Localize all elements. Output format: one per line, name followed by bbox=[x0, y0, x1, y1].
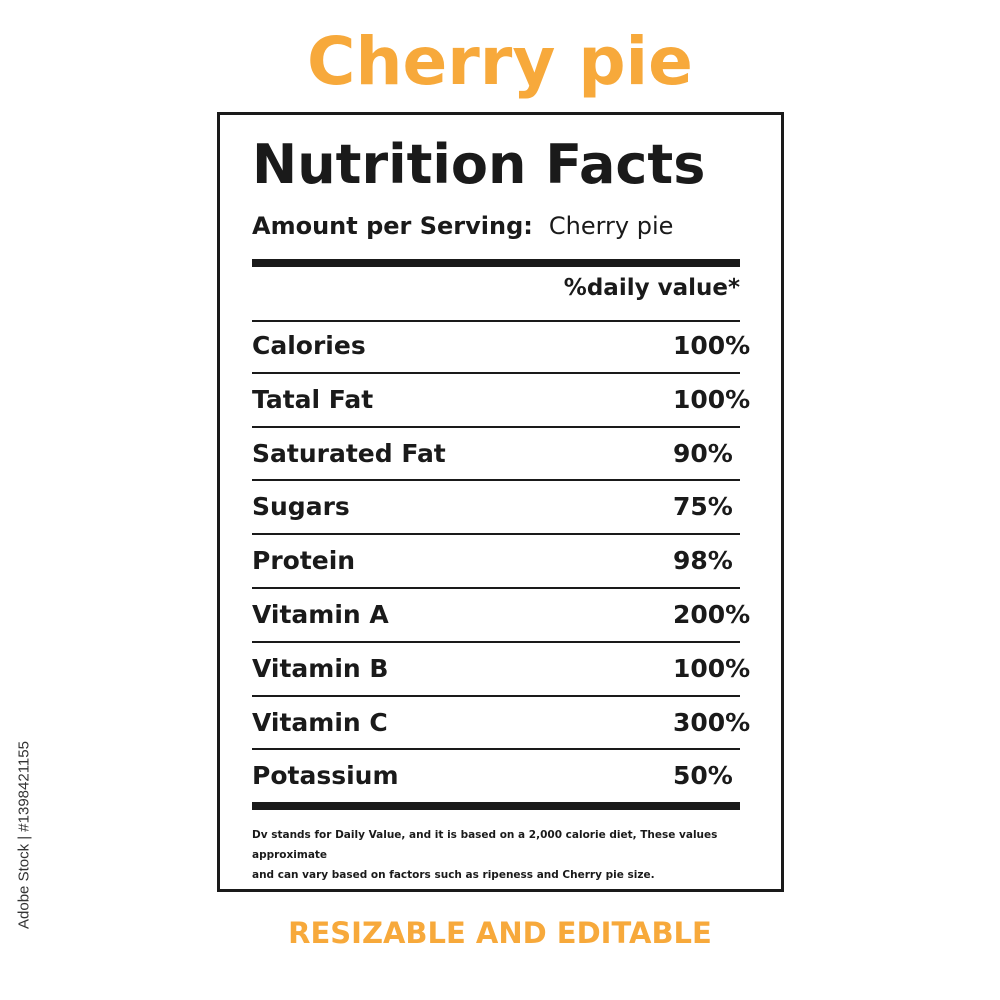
page-title: Cherry pie bbox=[307, 23, 693, 100]
nutrient-value: 50% bbox=[673, 761, 733, 791]
nutrient-name: Potassium bbox=[252, 761, 399, 791]
nutrient-name: Vitamin A bbox=[252, 599, 389, 629]
serving-row: Amount per Serving: Cherry pie bbox=[252, 211, 673, 241]
nutrient-row-calories: Calories 100% bbox=[252, 320, 750, 374]
stock-id-text: Adobe Stock | #1398421155 bbox=[15, 741, 33, 929]
nutrient-name: Protein bbox=[252, 546, 356, 576]
nutrition-facts-heading: Nutrition Facts bbox=[252, 133, 706, 196]
stock-id-watermark: Adobe Stock | #1398421155 bbox=[14, 741, 34, 929]
nutrient-value: 200% bbox=[673, 599, 751, 629]
nutrient-value: 98% bbox=[673, 546, 733, 576]
nutrition-label: Nutrition Facts Amount per Serving: Cherr… bbox=[217, 112, 784, 892]
header-divider bbox=[252, 320, 740, 322]
nutrient-name: Calories bbox=[252, 331, 366, 360]
daily-value-header: %daily value* bbox=[563, 275, 740, 301]
bottom-thick-divider bbox=[252, 802, 740, 810]
nutrient-row-saturated-fat: Saturated Fat 90% bbox=[252, 428, 740, 482]
nutrient-list: Calories 100% Tatal Fat 100% Saturated F… bbox=[252, 320, 750, 802]
nutrient-name: Saturated Fat bbox=[252, 438, 446, 468]
nutrient-row-total-fat: Tatal Fat 100% bbox=[252, 374, 750, 428]
nutrient-value: 300% bbox=[673, 707, 751, 737]
nutrient-value: 75% bbox=[673, 492, 733, 522]
serving-label: Amount per Serving: bbox=[252, 212, 533, 240]
nutrient-row-sugars: Sugars 75% bbox=[252, 481, 740, 536]
footnote-line-1: Dv stands for Daily Value, and it is bas… bbox=[252, 829, 718, 861]
top-thick-divider bbox=[252, 259, 740, 267]
nutrient-value: 100% bbox=[673, 384, 751, 414]
footnote: Dv stands for Daily Value, and it is bas… bbox=[252, 825, 752, 885]
nutrient-name: Vitamin C bbox=[252, 707, 388, 737]
nutrient-row-vitamin-b: Vitamin B 100% bbox=[252, 643, 750, 697]
nutrient-row-vitamin-c: Vitamin C 300% bbox=[252, 697, 750, 751]
nutrient-value: 100% bbox=[673, 331, 751, 360]
footnote-line-2: and can vary based on factors such as ri… bbox=[252, 869, 655, 881]
resizable-caption: RESIZABLE AND EDITABLE bbox=[288, 916, 712, 950]
serving-value: Cherry pie bbox=[548, 212, 674, 240]
nutrient-row-potassium: Potassium 50% bbox=[252, 750, 740, 802]
nutrient-name: Vitamin B bbox=[252, 653, 389, 683]
nutrient-value: 100% bbox=[673, 653, 751, 683]
nutrient-row-vitamin-a: Vitamin A 200% bbox=[252, 589, 750, 643]
nutrient-name: Tatal Fat bbox=[252, 384, 374, 414]
nutrient-value: 90% bbox=[673, 438, 733, 468]
nutrient-row-protein: Protein 98% bbox=[252, 535, 740, 589]
nutrient-name: Sugars bbox=[252, 492, 350, 522]
